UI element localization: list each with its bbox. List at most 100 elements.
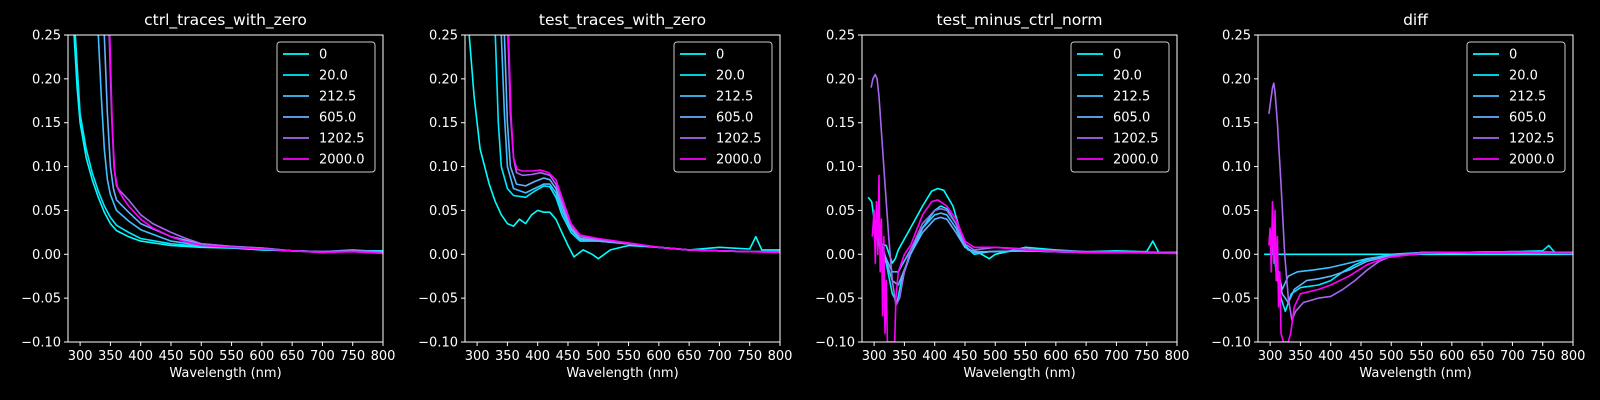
- x-tick-label: 500: [586, 349, 611, 364]
- chart-panel-1: 300 350 400 450 500 550 600 650 700 750 800 −0.10 −0…: [21, 11, 395, 381]
- x-tick-label: 750: [1530, 349, 1555, 364]
- x-tick-label: 450: [556, 349, 581, 364]
- series-line-2: [1269, 236, 1573, 313]
- y-tick-label: 0.20: [429, 72, 458, 87]
- legend-label: 0: [716, 48, 724, 63]
- x-tick-label: 700: [310, 349, 335, 364]
- y-tick-label: 0.15: [32, 116, 61, 131]
- y-tick-label: 0.25: [32, 29, 61, 44]
- chart-title: test_traces_with_zero: [539, 11, 706, 30]
- legend-label: 20.0: [319, 69, 348, 84]
- x-tick-label: 800: [768, 349, 793, 364]
- legend-label: 2000.0: [319, 153, 365, 168]
- legend: 0 20.0 212.5 605.0 1202.5 2000.0: [276, 41, 376, 173]
- y-tick-label: −0.10: [1211, 336, 1251, 351]
- legend-label: 212.5: [319, 90, 356, 105]
- x-tick-label: 800: [1561, 349, 1586, 364]
- x-tick-label: 700: [1104, 349, 1129, 364]
- series-group: [1264, 82, 1573, 342]
- x-tick-label: 350: [892, 349, 917, 364]
- x-tick-label: 650: [677, 349, 702, 364]
- legend-label: 20.0: [1113, 69, 1142, 84]
- x-tick-label: 400: [922, 349, 947, 364]
- y-tick-label: −0.05: [815, 292, 855, 307]
- series-group: [468, 35, 780, 260]
- legend: 0 20.0 212.5 605.0 1202.5 2000.0: [1466, 41, 1566, 173]
- legend-label: 1202.5: [1509, 132, 1555, 147]
- legend-label: 1202.5: [716, 132, 762, 147]
- x-axis-label: Wavelength (nm): [169, 366, 281, 381]
- series-line-6: [871, 174, 1177, 342]
- x-tick-label: 550: [1409, 349, 1434, 364]
- legend-label: 2000.0: [1113, 153, 1159, 168]
- x-tick-label: 650: [280, 349, 305, 364]
- axes-frame: [1257, 34, 1574, 343]
- x-tick-label: 450: [159, 349, 184, 364]
- x-tick-label: 550: [219, 349, 244, 364]
- y-tick-label: 0.15: [1222, 116, 1251, 131]
- y-tick-label: 0.20: [826, 72, 855, 87]
- y-tick-label: 0.00: [32, 248, 61, 263]
- legend-label: 212.5: [1113, 90, 1150, 105]
- legend-label: 1202.5: [1113, 132, 1159, 147]
- legend-label: 1202.5: [319, 132, 365, 147]
- y-tick-label: 0.20: [1222, 72, 1251, 87]
- y-tick-label: 0.00: [1222, 248, 1251, 263]
- legend-label: 605.0: [1113, 111, 1150, 126]
- x-tick-label: 350: [98, 349, 123, 364]
- x-tick-label: 600: [646, 349, 671, 364]
- y-tick-label: 0.10: [32, 160, 61, 175]
- x-tick-label: 350: [495, 349, 520, 364]
- series-line-6: [507, 35, 780, 254]
- x-tick-label: 400: [525, 349, 550, 364]
- y-tick-label: 0.25: [826, 29, 855, 44]
- y-tick-label: 0.00: [429, 248, 458, 263]
- legend-label: 605.0: [319, 111, 356, 126]
- legend-label: 2000.0: [716, 153, 762, 168]
- y-tick-label: −0.10: [21, 336, 61, 351]
- x-tick-label: 300: [465, 349, 490, 364]
- y-tick-label: −0.05: [21, 292, 61, 307]
- x-tick-label: 550: [616, 349, 641, 364]
- x-tick-label: 750: [340, 349, 365, 364]
- legend-label: 2000.0: [1509, 153, 1555, 168]
- x-tick-label: 650: [1470, 349, 1495, 364]
- x-tick-label: 600: [249, 349, 274, 364]
- chart-title: diff: [1403, 11, 1428, 29]
- x-tick-label: 700: [1500, 349, 1525, 364]
- y-tick-label: −0.05: [418, 292, 458, 307]
- y-tick-label: −0.05: [1211, 292, 1251, 307]
- axes-frame: [464, 34, 781, 343]
- y-tick-label: 0.00: [826, 248, 855, 263]
- y-tick-label: 0.20: [32, 72, 61, 87]
- chart-panel-4: 300 350 400 450 500 550 600 650 700 750 800 −0.10 −0…: [1211, 11, 1585, 381]
- x-tick-label: 800: [371, 349, 396, 364]
- y-tick-label: 0.05: [429, 204, 458, 219]
- legend-label: 20.0: [1509, 69, 1538, 84]
- legend-label: 0: [1509, 48, 1517, 63]
- x-tick-label: 450: [953, 349, 978, 364]
- chart-title: ctrl_traces_with_zero: [144, 11, 307, 30]
- axes-frame: [67, 34, 384, 343]
- legend-label: 0: [319, 48, 327, 63]
- x-axis-label: Wavelength (nm): [1359, 366, 1471, 381]
- x-tick-label: 600: [1043, 349, 1068, 364]
- legend-label: 605.0: [1509, 111, 1546, 126]
- y-tick-label: 0.10: [429, 160, 458, 175]
- x-tick-label: 350: [1288, 349, 1313, 364]
- x-axis-label: Wavelength (nm): [963, 366, 1075, 381]
- x-tick-label: 500: [189, 349, 214, 364]
- x-tick-label: 700: [707, 349, 732, 364]
- y-tick-label: −0.10: [815, 336, 855, 351]
- legend-label: 212.5: [1509, 90, 1546, 105]
- y-tick-label: 0.05: [32, 204, 61, 219]
- chart-panel-2: 300 350 400 450 500 550 600 650 700 750 800 −0.10 −0…: [418, 11, 792, 381]
- x-tick-label: 400: [128, 349, 153, 364]
- series-line-6: [109, 35, 383, 255]
- x-tick-label: 300: [68, 349, 93, 364]
- x-tick-label: 500: [1379, 349, 1404, 364]
- legend-label: 0: [1113, 48, 1121, 63]
- x-tick-label: 300: [862, 349, 887, 364]
- x-tick-label: 500: [983, 349, 1008, 364]
